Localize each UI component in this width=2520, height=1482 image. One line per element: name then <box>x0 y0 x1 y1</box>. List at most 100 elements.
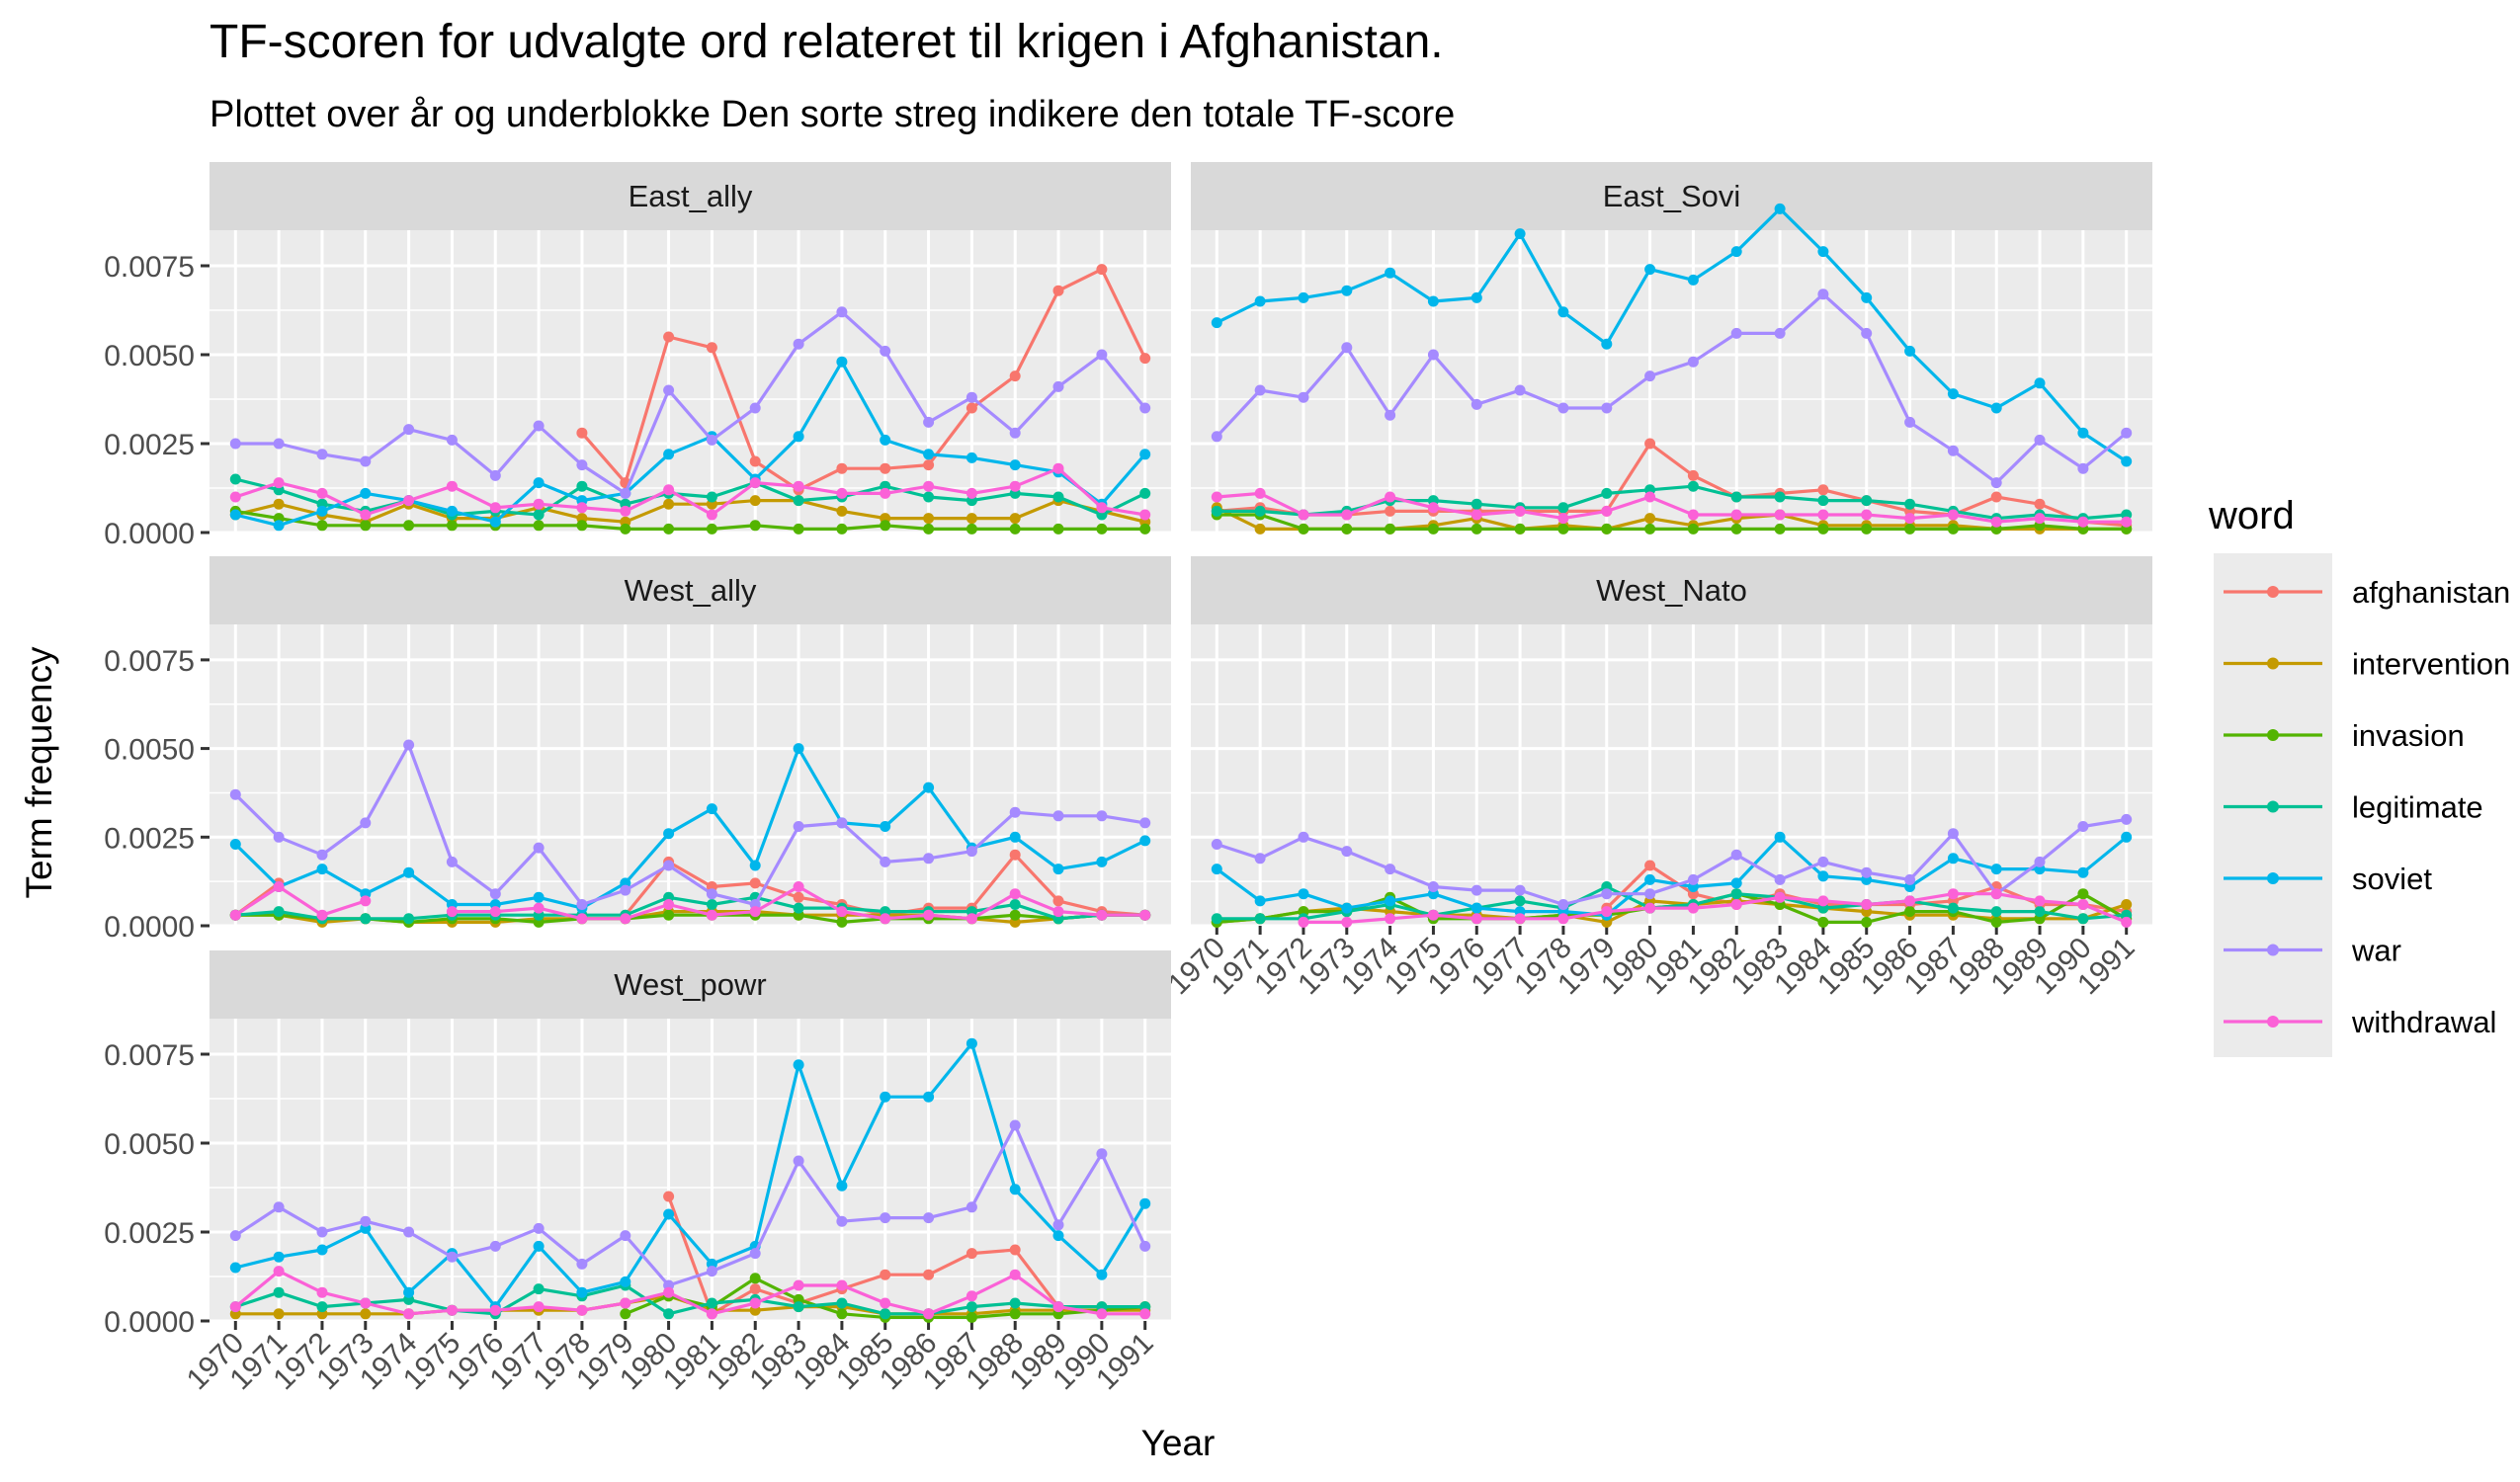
data-point <box>1687 902 1699 914</box>
data-point <box>620 1230 631 1242</box>
data-point <box>1514 228 1526 240</box>
data-point <box>1817 895 1829 907</box>
data-point <box>1774 831 1786 843</box>
data-point <box>1557 899 1569 910</box>
data-point <box>1557 502 1569 514</box>
data-point <box>1052 491 1064 503</box>
strip-label-east-sovi: East_Sovi <box>1603 179 1741 213</box>
data-point <box>1009 831 1021 843</box>
data-point <box>620 523 631 535</box>
data-point <box>403 739 415 751</box>
data-point <box>2077 821 2089 832</box>
data-point <box>923 449 935 460</box>
data-point <box>1861 899 1873 910</box>
data-point <box>966 402 977 414</box>
data-point <box>2121 831 2133 843</box>
data-point <box>1139 1197 1151 1209</box>
data-point <box>749 1283 761 1295</box>
strip-label-east-ally: East_ally <box>629 179 753 213</box>
data-point <box>1052 1230 1064 1242</box>
data-point <box>923 480 935 492</box>
data-point <box>1139 402 1151 414</box>
data-point <box>663 449 675 460</box>
data-point <box>1470 523 1482 535</box>
data-point <box>1644 860 1656 871</box>
data-point <box>1730 888 1742 900</box>
data-point <box>403 1286 415 1298</box>
data-point <box>229 491 241 503</box>
legend-item-withdrawal: withdrawal <box>2224 1005 2496 1039</box>
data-point <box>229 509 241 521</box>
data-point <box>1052 523 1064 535</box>
data-point <box>1298 523 1309 535</box>
data-point <box>576 1304 588 1316</box>
y-tick-label: 0.0075 <box>104 251 195 284</box>
legend-item-war: war <box>2224 934 2401 968</box>
data-point <box>1254 895 1266 907</box>
plot-background-east-ally <box>210 230 1171 533</box>
chart-subtitle: Plottet over år og underblokke Den sorte… <box>210 94 1455 135</box>
data-point <box>1904 873 1916 885</box>
data-point <box>360 1215 372 1227</box>
data-point <box>2121 813 2133 825</box>
data-point <box>360 913 372 925</box>
data-point <box>1470 398 1482 410</box>
data-point <box>1052 1301 1064 1313</box>
data-point <box>880 434 891 446</box>
data-point <box>403 1226 415 1238</box>
data-point <box>1601 505 1613 517</box>
data-point <box>793 523 804 535</box>
data-point <box>1385 864 1396 875</box>
series-line <box>1217 884 2127 921</box>
data-point <box>793 891 804 903</box>
data-point <box>1644 370 1656 382</box>
data-point <box>1298 291 1309 303</box>
data-point <box>793 881 804 892</box>
data-point <box>446 434 458 446</box>
data-point <box>1990 402 2002 414</box>
data-point <box>273 1286 285 1298</box>
data-point <box>2034 377 2046 389</box>
data-point <box>880 345 891 357</box>
data-point <box>1557 306 1569 318</box>
data-point <box>360 520 372 532</box>
chart-title: TF-scoren for udvalgte ord relateret til… <box>210 16 1444 68</box>
data-point <box>1096 909 1108 921</box>
data-point <box>1470 902 1482 914</box>
data-point <box>403 866 415 878</box>
data-point <box>2034 906 2046 918</box>
series-withdrawal <box>229 1266 1151 1320</box>
data-point <box>1644 513 1656 525</box>
data-point <box>1254 853 1266 864</box>
data-point <box>1730 491 1742 503</box>
data-point <box>1298 391 1309 403</box>
data-point <box>706 342 717 354</box>
series-line <box>235 310 1146 495</box>
series-war <box>1211 288 2133 489</box>
data-point <box>533 902 545 914</box>
data-point <box>2077 866 2089 878</box>
data-point <box>273 1308 285 1320</box>
series-line <box>1216 206 2128 463</box>
data-point <box>1774 327 1786 339</box>
data-point <box>966 1037 977 1049</box>
data-point <box>2034 498 2046 510</box>
data-point <box>836 1279 848 1291</box>
data-point <box>706 803 717 815</box>
data-point <box>1139 1240 1151 1252</box>
data-point <box>923 1269 935 1280</box>
y-tick-label: 0.0050 <box>104 340 195 372</box>
legend-key-point <box>2267 729 2279 741</box>
strip-label-west-ally: West_ally <box>625 573 757 608</box>
data-point <box>706 523 717 535</box>
series-line <box>580 268 1147 492</box>
data-point <box>1009 1184 1021 1195</box>
series-soviet <box>229 356 1151 532</box>
series-line <box>1303 892 2128 924</box>
data-point <box>1470 291 1482 303</box>
data-point <box>2034 856 2046 867</box>
data-point <box>620 1297 631 1309</box>
data-point <box>793 1155 804 1167</box>
data-point <box>1009 480 1021 492</box>
data-point <box>1904 498 1916 510</box>
